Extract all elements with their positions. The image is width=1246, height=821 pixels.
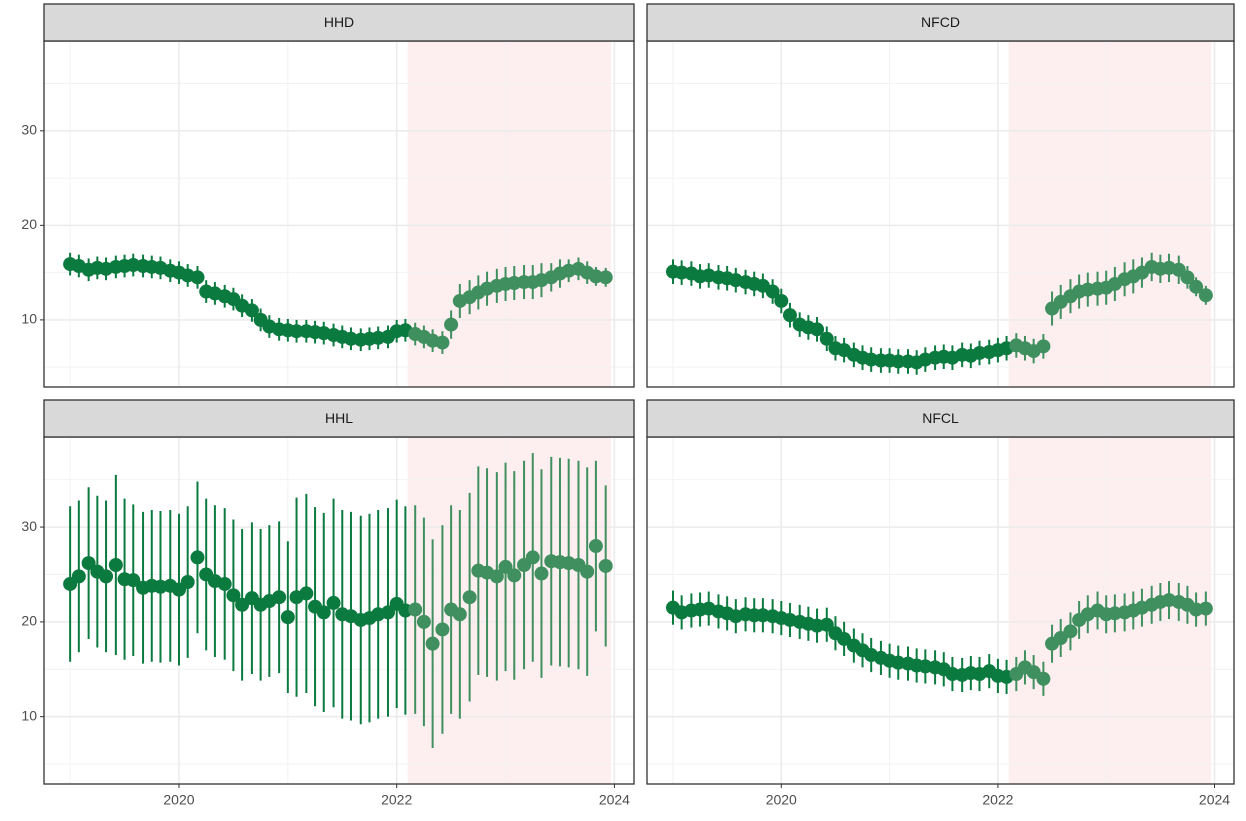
shaded-period: [407, 437, 612, 784]
point: [126, 573, 141, 588]
x-tick-label: 2022: [982, 792, 1013, 808]
point: [190, 270, 205, 285]
point: [1036, 339, 1051, 354]
shaded-period: [407, 41, 612, 387]
x-tick-label: 2020: [163, 792, 194, 808]
point: [765, 284, 780, 299]
point: [1198, 601, 1213, 616]
point: [108, 557, 123, 572]
point: [272, 590, 287, 605]
point: [408, 602, 423, 617]
point: [316, 605, 331, 620]
point: [244, 303, 259, 318]
strip-label: NFCD: [921, 14, 960, 30]
x-tick-label: 2024: [1199, 792, 1230, 808]
point: [99, 569, 114, 584]
strip: [43, 3, 635, 42]
x-tick-label: 2024: [599, 792, 630, 808]
point: [810, 322, 825, 337]
point: [819, 617, 834, 632]
point: [498, 559, 513, 574]
x-tick-label: 2022: [381, 792, 412, 808]
strip-label: HHL: [325, 410, 353, 426]
point: [190, 550, 205, 565]
point: [891, 354, 906, 369]
point: [435, 335, 450, 350]
point: [598, 558, 613, 573]
point: [819, 331, 834, 346]
point: [507, 568, 522, 583]
point: [444, 317, 459, 332]
point: [580, 564, 595, 579]
point: [1189, 279, 1204, 294]
y-tick-label: 10: [21, 311, 37, 327]
point: [226, 588, 241, 603]
point: [588, 539, 603, 554]
y-tick-label: 30: [21, 518, 37, 534]
y-tick-label: 20: [21, 216, 37, 232]
point: [280, 610, 295, 625]
y-tick-label: 10: [21, 707, 37, 723]
point: [217, 576, 232, 591]
point: [462, 590, 477, 605]
point: [1180, 270, 1195, 285]
y-tick-label: 30: [21, 122, 37, 138]
point: [525, 550, 540, 565]
point: [425, 636, 440, 651]
strip-label: HHD: [324, 14, 354, 30]
point: [380, 605, 395, 620]
point: [299, 586, 314, 601]
point: [235, 597, 250, 612]
point: [81, 556, 96, 571]
strip: [646, 3, 1235, 42]
point: [435, 622, 450, 637]
strip-label: NFCL: [922, 410, 959, 426]
point: [782, 308, 797, 323]
point: [180, 575, 195, 590]
point: [489, 569, 504, 584]
point: [598, 270, 613, 285]
x-tick-label: 2020: [766, 792, 797, 808]
point: [326, 595, 341, 610]
point: [416, 614, 431, 629]
point: [774, 293, 789, 308]
shaded-period: [1008, 41, 1212, 387]
point: [452, 607, 467, 622]
strip: [43, 399, 635, 438]
point: [534, 566, 549, 581]
y-tick-label: 20: [21, 613, 37, 629]
point: [1063, 624, 1078, 639]
point: [289, 324, 304, 339]
point: [1198, 288, 1213, 303]
point: [71, 569, 86, 584]
point: [1036, 671, 1051, 686]
strip: [646, 399, 1235, 438]
